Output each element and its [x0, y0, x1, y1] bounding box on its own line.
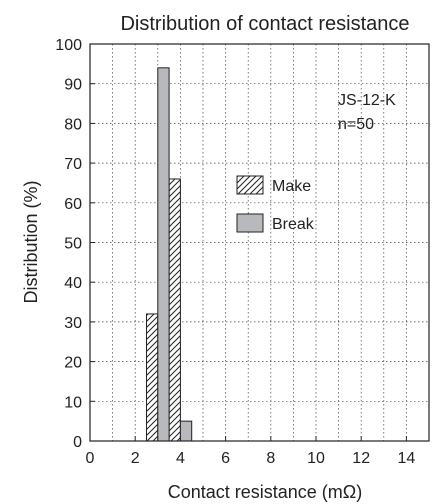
bar-make: [168, 178, 181, 442]
y-ticks: 0 10 20 30 40 50 60 70 80 90 100: [55, 37, 95, 451]
x-tick-label: 10: [307, 450, 325, 467]
y-tick-label: 40: [64, 275, 82, 292]
y-tick-label: 90: [64, 77, 82, 94]
y-tick-label: 50: [64, 236, 82, 253]
bars: [146, 67, 193, 442]
bar-make: [146, 313, 159, 442]
sample-size-label: n=50: [338, 116, 374, 133]
legend-label-make: Make: [272, 178, 311, 195]
x-tick-label: 0: [86, 450, 95, 467]
chart-title: Distribution of contact resistance: [120, 13, 409, 35]
legend-swatch-make: [236, 175, 264, 195]
x-axis-label: Contact resistance (mΩ): [168, 482, 363, 502]
y-tick-label: 80: [64, 116, 82, 133]
x-tick-label: 8: [266, 450, 275, 467]
y-tick-label: 60: [64, 196, 82, 213]
y-tick-label: 70: [64, 156, 82, 173]
legend-swatch-break: [236, 213, 264, 233]
bar-break: [157, 67, 170, 442]
x-tick-label: 2: [131, 450, 140, 467]
bar-break: [179, 420, 193, 442]
y-tick-label: 20: [64, 355, 82, 372]
x-tick-label: 6: [221, 450, 230, 467]
model-label: JS-12-K: [338, 92, 396, 109]
y-tick-label: 0: [73, 434, 82, 451]
y-tick-label: 10: [64, 394, 82, 411]
x-tick-label: 14: [398, 450, 416, 467]
legend-label-break: Break: [272, 216, 315, 233]
x-ticks: 0 2 4 6 8 10 12 14: [86, 436, 416, 467]
y-tick-label: 100: [55, 37, 82, 54]
x-tick-label: 12: [352, 450, 370, 467]
y-axis-label: Distribution (%): [21, 180, 41, 303]
x-tick-label: 4: [176, 450, 185, 467]
y-tick-label: 30: [64, 315, 82, 332]
legend: Make Break: [236, 175, 315, 233]
